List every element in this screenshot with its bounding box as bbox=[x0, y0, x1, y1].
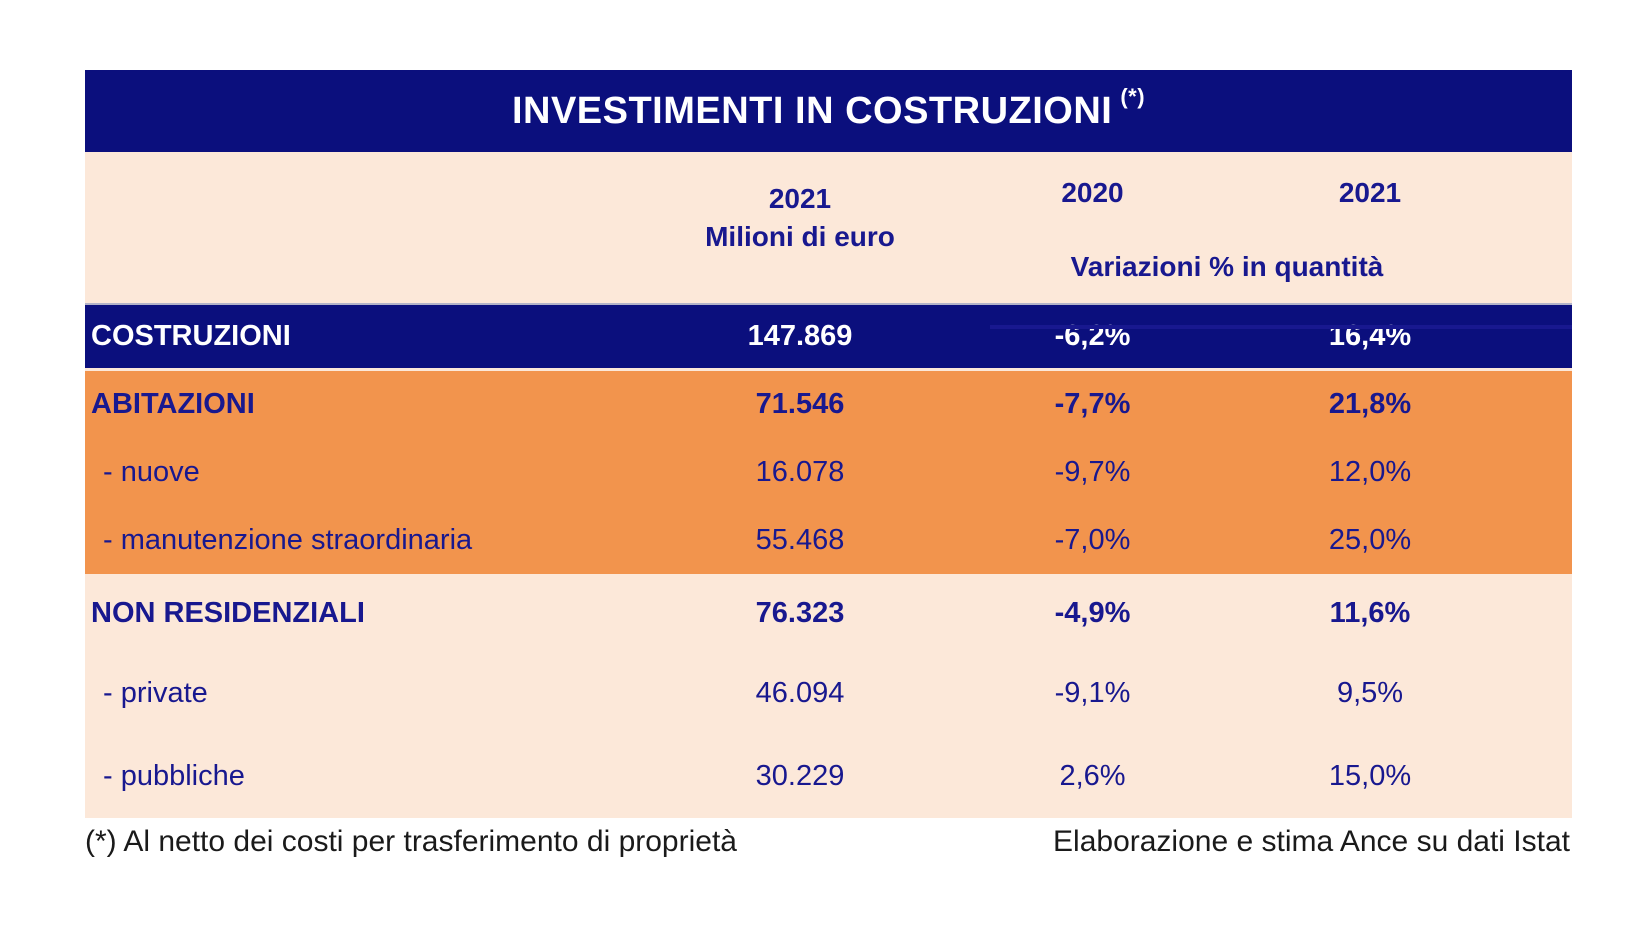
variation-2020: 2,6% bbox=[1059, 759, 1126, 792]
variation-2020: -7,7% bbox=[1054, 388, 1131, 420]
value-millions: 16.078 bbox=[755, 455, 845, 488]
variation-2021: 12,0% bbox=[1328, 455, 1412, 488]
header-divider-line bbox=[990, 325, 1572, 329]
value-millions: 71.546 bbox=[755, 388, 845, 420]
table-title-bar: INVESTIMENTI IN COSTRUZIONI (*) bbox=[85, 70, 1572, 152]
variation-2021: 21,8% bbox=[1328, 388, 1412, 420]
value-millions: 55.468 bbox=[755, 523, 845, 556]
header-value-year: 2021 bbox=[768, 183, 832, 214]
table-row-abitazioni: ABITAZIONI 71.546 -7,7% 21,8% bbox=[85, 368, 1572, 438]
row-label: COSTRUZIONI bbox=[91, 320, 291, 352]
variation-2020: -9,7% bbox=[1054, 455, 1131, 488]
table-title-footnote-marker: (*) bbox=[1120, 84, 1146, 109]
value-millions: 30.229 bbox=[755, 759, 845, 792]
investments-table: INVESTIMENTI IN COSTRUZIONI (*) 2021 Mil… bbox=[85, 70, 1572, 818]
variation-2021: 11,6% bbox=[1329, 596, 1411, 629]
table-title: INVESTIMENTI IN COSTRUZIONI bbox=[511, 89, 1113, 132]
row-label: - pubbliche bbox=[103, 759, 245, 792]
table-row-costruzioni: COSTRUZIONI 147.869 -6,2% 16,4% bbox=[85, 303, 1572, 368]
variation-2021: 15,0% bbox=[1328, 759, 1412, 792]
row-label: - manutenzione straordinaria bbox=[103, 523, 473, 556]
table-row-nuove: - nuove 16.078 -9,7% 12,0% bbox=[85, 438, 1572, 506]
table-row-non-residenziali: NON RESIDENZIALI 76.323 -4,9% 11,6% bbox=[85, 574, 1572, 652]
table-row-manutenzione-straordinaria: - manutenzione straordinaria 55.468 -7,0… bbox=[85, 506, 1572, 574]
table-row-pubbliche: - pubbliche 30.229 2,6% 15,0% bbox=[85, 734, 1572, 818]
header-year-2020: 2020 bbox=[1061, 177, 1124, 208]
row-label: - nuove bbox=[103, 455, 200, 488]
header-value-column: 2021 Milioni di euro bbox=[625, 180, 975, 256]
table-header: 2021 Milioni di euro 2020 2021 Variazion… bbox=[85, 152, 1572, 329]
variation-2020: -9,1% bbox=[1054, 676, 1131, 709]
header-variations-label: Variazioni % in quantità bbox=[1070, 251, 1384, 282]
value-millions: 46.094 bbox=[755, 676, 845, 709]
row-label: NON RESIDENZIALI bbox=[91, 596, 365, 629]
header-value-unit: Milioni di euro bbox=[705, 221, 895, 252]
footnote-asterisk: (*) Al netto dei costi per trasferimento… bbox=[85, 825, 737, 858]
variation-2021: 9,5% bbox=[1336, 676, 1404, 709]
header-year-2021: 2021 bbox=[1338, 177, 1402, 208]
value-millions: 147.869 bbox=[747, 320, 853, 352]
value-millions: 76.323 bbox=[755, 596, 845, 629]
table-footnotes: (*) Al netto dei costi per trasferimento… bbox=[85, 822, 1572, 862]
variation-2020: -7,0% bbox=[1054, 523, 1131, 556]
row-label: - private bbox=[103, 676, 208, 709]
variation-2021: 25,0% bbox=[1328, 523, 1412, 556]
row-label: ABITAZIONI bbox=[91, 388, 255, 420]
source-note: Elaborazione e stima Ance su dati Istat bbox=[1053, 825, 1570, 858]
variation-2020: -4,9% bbox=[1054, 596, 1131, 629]
table-row-private: - private 46.094 -9,1% 9,5% bbox=[85, 652, 1572, 734]
